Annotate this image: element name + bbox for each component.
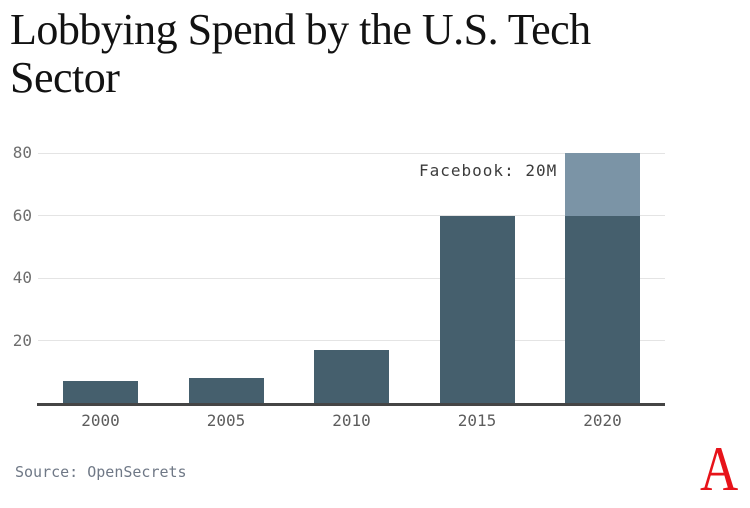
gridline-60 [38,215,665,216]
x-tick-label-2020: 2020 [583,411,622,430]
bar-2010 [314,349,389,403]
y-tick-label-60: 60 [12,205,32,225]
x-tick-label-2015: 2015 [457,411,497,430]
chart-title: Lobbying Spend by the U.S. Tech Sector [10,6,710,102]
bar-2020 [565,215,640,403]
y-tick-label-80: 80 [12,143,32,162]
bar-2005 [188,378,264,403]
y-tick-label-40: 40 [12,268,32,287]
bar-2020-facebook-segment [565,153,640,216]
x-tick-label-2005: 2005 [206,411,246,430]
bar-2015 [439,215,515,403]
gridline-20 [38,340,665,341]
y-tick-label-20: 20 [12,330,32,350]
x-tick-label-2000: 2000 [81,411,120,430]
atlantic-logo: A [700,434,739,504]
gridline-80 [38,152,665,154]
chart-title-line-1: Lobbying Spend by the U.S. Tech [10,5,591,54]
source-credit: Source: OpenSecrets [15,463,187,481]
bar-2000 [63,381,138,403]
facebook-annotation: Facebook: 20M [419,161,558,180]
x-axis-line [37,403,665,406]
chart-title-line-2: Sector [10,53,120,102]
gridline-40 [38,277,665,279]
x-tick-label-2010: 2010 [332,411,371,430]
